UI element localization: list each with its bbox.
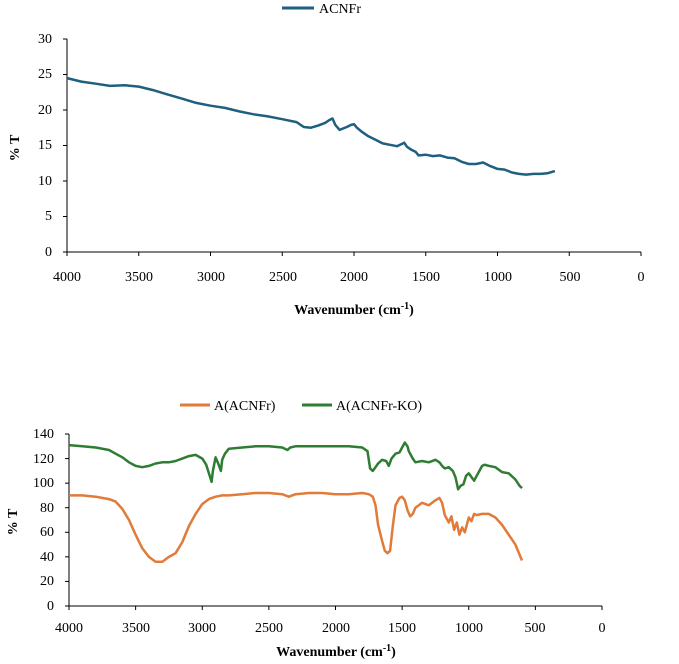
chart-1-x-ticks: 4000 3500 3000 2500 2000 1500 1000 500 0 bbox=[53, 270, 645, 285]
ytick-120: 120 bbox=[33, 452, 54, 467]
xtick-1000: 1000 bbox=[455, 621, 483, 636]
legend-label-acnfr: ACNFr bbox=[319, 2, 361, 17]
xtick-1500: 1500 bbox=[412, 270, 440, 285]
xtick-4000: 4000 bbox=[53, 270, 81, 285]
ytick-25: 25 bbox=[38, 67, 52, 82]
series-line-a-acnfr-ko bbox=[68, 441, 523, 491]
ytick-5: 5 bbox=[45, 209, 52, 224]
xtick-4000: 4000 bbox=[55, 621, 83, 636]
series-line-a-acnfr bbox=[69, 491, 524, 564]
ytick-0: 0 bbox=[45, 245, 52, 260]
xtick-2500: 2500 bbox=[255, 621, 283, 636]
ytick-10: 10 bbox=[38, 174, 52, 189]
xtick-3500: 3500 bbox=[125, 270, 153, 285]
xtick-0: 0 bbox=[638, 270, 645, 285]
chart-1-x-axis-title: Wavenumber (cm-1) bbox=[294, 301, 414, 318]
xtick-2000: 2000 bbox=[322, 621, 350, 636]
chart-1-legend: ACNFr bbox=[282, 2, 361, 17]
xtick-1000: 1000 bbox=[484, 270, 512, 285]
xtick-2500: 2500 bbox=[269, 270, 297, 285]
xtick-500: 500 bbox=[525, 621, 546, 636]
chart-2-legend: A(ACNFr) A(ACNFr-KO) bbox=[180, 399, 422, 414]
ytick-20: 20 bbox=[40, 574, 54, 589]
ytick-0: 0 bbox=[47, 599, 54, 614]
chart-2-y-axis-title: % T bbox=[6, 508, 21, 535]
xtick-500: 500 bbox=[560, 270, 581, 285]
chart-1-y-ticks: 0 5 10 15 20 25 30 bbox=[38, 32, 52, 260]
legend-label-a-acnfr: A(ACNFr) bbox=[214, 399, 276, 414]
series-line-acnfr bbox=[66, 76, 556, 176]
xtick-2000: 2000 bbox=[340, 270, 368, 285]
chart-1-y-axis-title: % T bbox=[8, 134, 23, 161]
ytick-60: 60 bbox=[40, 525, 54, 540]
chart-2: A(ACNFr) A(ACNFr-KO) 0 20 40 60 80 100 1… bbox=[6, 399, 606, 660]
xtick-3500: 3500 bbox=[122, 621, 150, 636]
xtick-0: 0 bbox=[599, 621, 606, 636]
chart-1: ACNFr 0 5 10 15 20 25 30 4000 3500 3000 … bbox=[8, 2, 645, 318]
legend-label-a-acnfr-ko: A(ACNFr-KO) bbox=[336, 399, 422, 414]
ytick-80: 80 bbox=[40, 501, 54, 516]
chart-2-y-ticks: 0 20 40 60 80 100 120 140 bbox=[33, 427, 54, 614]
ytick-30: 30 bbox=[38, 32, 52, 47]
ytick-40: 40 bbox=[40, 550, 54, 565]
ytick-20: 20 bbox=[38, 103, 52, 118]
chart-2-x-ticks: 4000 3500 3000 2500 2000 1500 1000 500 0 bbox=[55, 621, 606, 636]
xtick-3000: 3000 bbox=[188, 621, 216, 636]
ytick-140: 140 bbox=[33, 427, 54, 442]
xtick-1500: 1500 bbox=[388, 621, 416, 636]
ytick-15: 15 bbox=[38, 138, 52, 153]
ytick-100: 100 bbox=[33, 476, 54, 491]
xtick-3000: 3000 bbox=[197, 270, 225, 285]
chart-2-x-axis-title: Wavenumber (cm-1) bbox=[276, 643, 396, 660]
